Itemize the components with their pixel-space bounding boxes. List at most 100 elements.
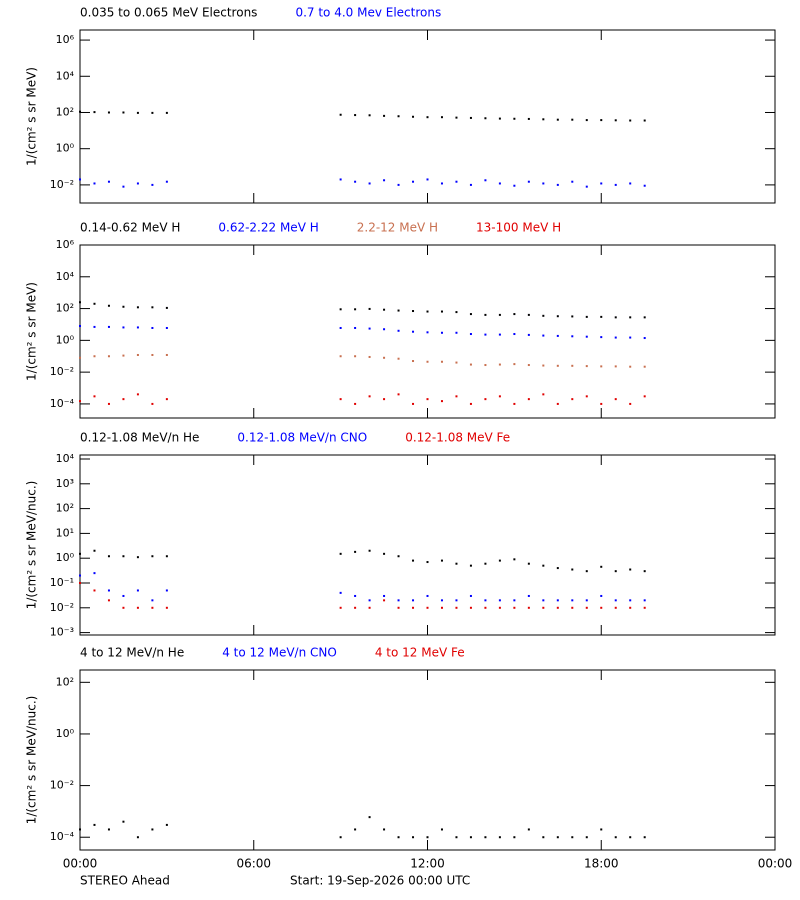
data-point [527, 333, 530, 336]
data-point [556, 183, 559, 186]
data-point [527, 180, 530, 183]
data-point [585, 315, 588, 318]
data-point [339, 836, 342, 839]
data-point [165, 180, 168, 183]
data-point [629, 568, 632, 571]
data-point [368, 114, 371, 117]
data-point [527, 398, 530, 401]
data-point [93, 395, 96, 398]
data-point [412, 360, 415, 363]
data-point [165, 555, 168, 558]
data-point [339, 113, 342, 116]
data-point [455, 116, 458, 119]
data-point [79, 581, 81, 584]
data-point [498, 599, 501, 602]
data-point [498, 395, 501, 398]
data-point [107, 599, 110, 602]
data-point [79, 574, 81, 577]
data-point [136, 111, 139, 114]
y-axis-label: 1/(cm² s sr MeV/nuc.) [25, 696, 39, 825]
data-point [643, 184, 646, 187]
data-point [339, 591, 342, 594]
data-point [93, 111, 96, 114]
data-point [151, 111, 154, 114]
data-point [354, 355, 357, 358]
data-point [383, 308, 386, 311]
data-point [542, 334, 545, 337]
data-point [542, 836, 545, 839]
data-point [440, 606, 443, 609]
data-point [527, 562, 530, 565]
data-point [614, 316, 617, 319]
data-point [354, 594, 357, 597]
y-axis-label: 1/(cm² s sr MeV) [25, 67, 39, 166]
data-point [469, 363, 472, 366]
data-point [354, 606, 357, 609]
data-point [151, 828, 154, 831]
data-point [643, 316, 646, 319]
y-tick-label: 10⁻² [50, 365, 74, 378]
data-point [397, 309, 400, 312]
data-point [122, 305, 125, 308]
data-point [107, 325, 110, 328]
data-point [629, 836, 632, 839]
y-tick-label: 10⁴ [56, 69, 75, 82]
data-point [151, 353, 154, 356]
data-point [556, 315, 559, 318]
data-point [440, 331, 443, 334]
data-point [513, 599, 516, 602]
data-point [600, 594, 603, 597]
data-point [542, 599, 545, 602]
legend-entry: 0.035 to 0.065 MeV Electrons [80, 6, 257, 20]
data-point [383, 114, 386, 117]
data-point [556, 599, 559, 602]
data-point [600, 402, 603, 405]
data-point [93, 572, 96, 575]
data-point [469, 333, 472, 336]
data-point [527, 828, 530, 831]
data-point [571, 606, 574, 609]
data-point [426, 836, 429, 839]
data-point [383, 828, 386, 831]
data-point [527, 313, 530, 316]
data-point [79, 400, 81, 403]
data-point [79, 828, 81, 831]
legend-entry: 4 to 12 MeV/n He [80, 646, 184, 660]
legend-entry: 0.7 to 4.0 Mev Electrons [295, 6, 441, 20]
y-tick-label: 10⁻² [50, 178, 74, 191]
data-point [469, 606, 472, 609]
data-point [498, 313, 501, 316]
data-point [412, 330, 415, 333]
data-point [107, 111, 110, 114]
y-tick-label: 10² [56, 502, 74, 515]
data-point [571, 180, 574, 183]
data-point [542, 182, 545, 185]
data-point [440, 559, 443, 562]
data-point [107, 304, 110, 307]
legend-entry: 0.14-0.62 MeV H [80, 221, 180, 235]
data-point [165, 398, 168, 401]
data-point [484, 313, 487, 316]
data-point [498, 559, 501, 562]
data-point [93, 355, 96, 358]
data-point [484, 179, 487, 182]
y-tick-label: 10⁻³ [50, 626, 74, 639]
data-point [484, 562, 487, 565]
data-point [600, 565, 603, 568]
data-point [614, 336, 617, 339]
data-point [600, 119, 603, 122]
data-point [455, 836, 458, 839]
data-point [397, 115, 400, 118]
data-point [571, 315, 574, 318]
y-tick-label: 10⁻² [50, 779, 74, 792]
data-point [469, 564, 472, 567]
data-point [397, 836, 400, 839]
data-point [629, 402, 632, 405]
data-point [571, 599, 574, 602]
data-point [585, 606, 588, 609]
y-tick-label: 10⁴ [56, 452, 75, 465]
data-point [513, 333, 516, 336]
data-point [498, 333, 501, 336]
data-point [556, 402, 559, 405]
data-point [600, 365, 603, 368]
